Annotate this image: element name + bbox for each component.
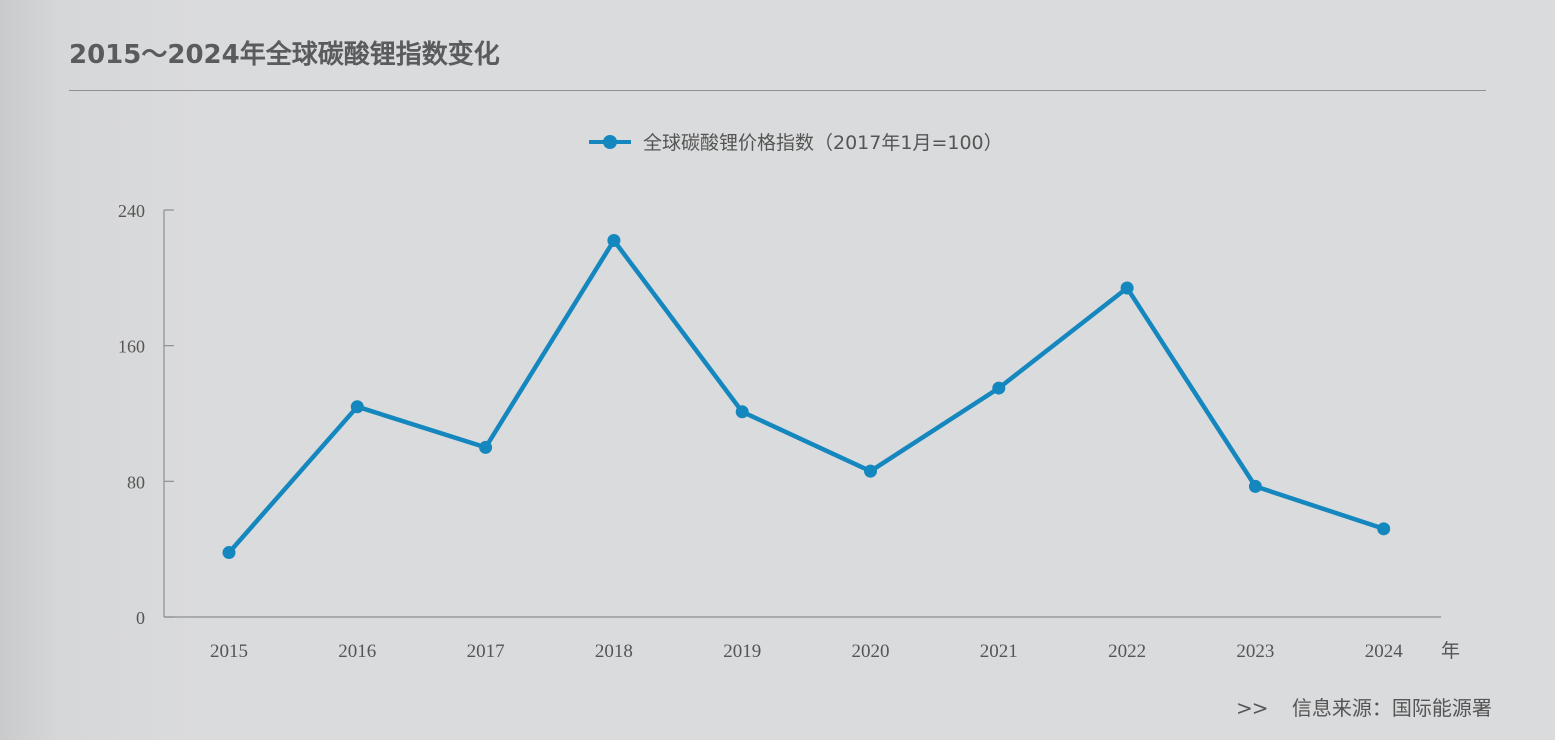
data-point	[1248, 479, 1262, 493]
y-tick-label: 0	[136, 608, 145, 628]
page-title: 2015～2024年全球碳酸锂指数变化	[69, 40, 500, 70]
data-point	[607, 234, 621, 248]
data-point	[864, 464, 877, 478]
data-point	[992, 381, 1006, 395]
source-text: 信息来源：国际能源署	[1291, 696, 1492, 720]
data-point	[350, 400, 364, 414]
chart-axes	[163, 210, 1441, 618]
x-tick-label: 2015	[210, 641, 248, 662]
x-tick-label: 2020	[852, 641, 890, 662]
series-line	[226, 238, 1386, 555]
x-tick-label: 2021	[980, 641, 1018, 662]
legend-label: 全球碳酸锂价格指数（2017年1月=100）	[643, 132, 1003, 154]
title-divider	[69, 90, 1486, 91]
y-tick-label: 160	[118, 337, 145, 357]
data-point	[222, 546, 236, 560]
data-point	[735, 405, 749, 419]
y-tick-label: 80	[127, 472, 145, 492]
source-arrow-icon: >>	[1236, 696, 1269, 720]
data-point	[1377, 522, 1391, 536]
x-tick-label: 2017	[467, 641, 505, 662]
chart-series	[222, 234, 1391, 560]
chart-tick-labels: 0 80 160 240 2015 2016 2017 2018 2019 2020 2021 202…	[118, 201, 1460, 662]
chart-legend: 全球碳酸锂价格指数（2017年1月=100）	[589, 132, 1003, 154]
x-axis-unit-label: 年	[1441, 640, 1460, 662]
data-point	[1120, 281, 1134, 295]
legend-marker-swatch	[603, 135, 617, 149]
y-tick-label: 240	[118, 201, 145, 221]
x-tick-label: 2019	[723, 641, 761, 662]
x-tick-label: 2023	[1236, 641, 1274, 662]
x-tick-label: 2016	[338, 641, 376, 662]
data-point	[479, 440, 493, 454]
source-note: >> 信息来源：国际能源署	[1236, 692, 1492, 721]
x-tick-label: 2018	[595, 641, 633, 662]
x-tick-label: 2022	[1108, 641, 1146, 662]
x-tick-label: 2024	[1365, 641, 1404, 662]
